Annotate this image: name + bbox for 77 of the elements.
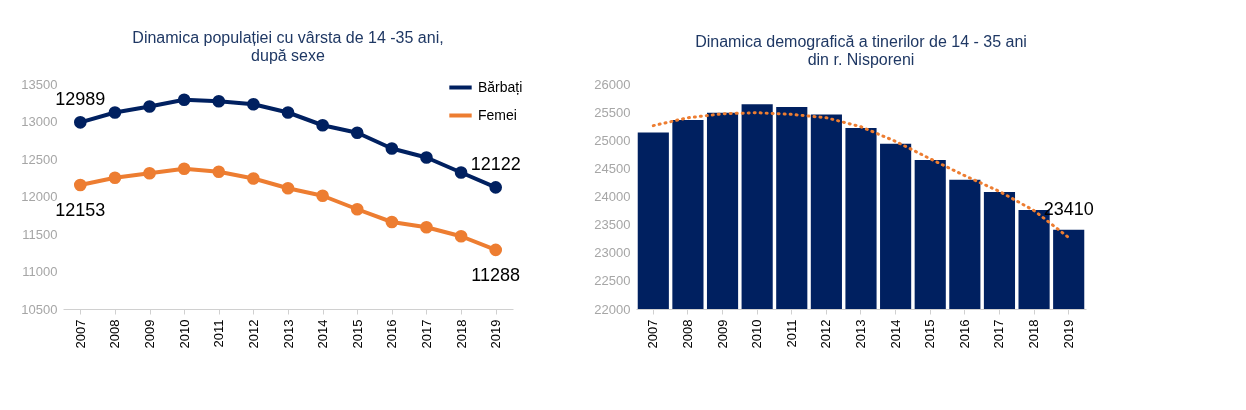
point	[143, 100, 156, 113]
point	[143, 166, 156, 180]
point	[489, 243, 503, 257]
y-tick-label: 13000	[21, 114, 58, 129]
y-tick-label: 23500	[594, 217, 631, 233]
point	[212, 165, 226, 179]
data-label: 12122	[470, 154, 521, 175]
y-tick-label: 25000	[594, 132, 631, 148]
chart-title: Dinamica demografică a tinerilor de 14 - 35 ani din r. Nisporeni	[695, 33, 1027, 68]
x-tick-label: 2016	[956, 319, 972, 349]
data-label: 12989	[55, 89, 106, 110]
x-tick-label: 2017	[991, 319, 1007, 349]
x-tick-label: 2009	[142, 319, 158, 349]
x-tick-label: 2011	[211, 319, 227, 348]
chart-title: Dinamica populației cu vârsta de 14 -35 ani, după sexe	[132, 29, 444, 64]
point	[350, 202, 364, 216]
point	[420, 220, 433, 234]
point	[316, 189, 329, 203]
y-tick-label: 10500	[21, 301, 58, 317]
x-tick-label: 2010	[749, 319, 765, 349]
x-tick-label: 2012	[818, 319, 834, 349]
y-tick-label: 25500	[594, 104, 631, 120]
x-tick-label: 2019	[1060, 319, 1076, 349]
x-tick-label: 2010	[176, 319, 192, 349]
x-tick-label: 2008	[679, 319, 695, 349]
x-tick-label: 2008	[107, 319, 123, 349]
point	[177, 93, 191, 107]
point	[108, 171, 122, 185]
x-tick-label: 2011	[783, 319, 799, 348]
x-tick-label: 2017	[418, 319, 434, 349]
point	[108, 106, 122, 119]
data-label: 11288	[471, 264, 521, 285]
legend-label: Bărbați	[478, 78, 523, 95]
x-tick-label: 2013	[853, 319, 868, 349]
x-tick-label: 2009	[714, 319, 730, 349]
y-tick-label: 12500	[21, 151, 58, 167]
x-tick-label: 2014	[315, 319, 331, 349]
x-tick-label: 2019	[488, 319, 504, 349]
x-tick-label: 2016	[384, 319, 400, 349]
legend-label: Femei	[478, 106, 517, 123]
point	[247, 172, 260, 185]
y-tick-label: 13500	[21, 76, 58, 92]
point	[489, 181, 503, 194]
y-tick-label: 24500	[594, 160, 631, 176]
x-tick-label: 2007	[72, 319, 88, 349]
point	[73, 178, 87, 192]
data-label: 23410	[1043, 198, 1094, 219]
y-tick-label: 11500	[22, 226, 58, 242]
x-tick-label: 2007	[645, 319, 661, 349]
x-tick-label: 2018	[453, 319, 469, 349]
point	[454, 229, 468, 243]
point	[281, 181, 295, 195]
point	[177, 162, 191, 176]
point	[385, 215, 399, 229]
y-tick-label: 22000	[594, 301, 631, 317]
point	[420, 151, 433, 164]
point	[385, 142, 399, 155]
x-tick-label: 2015	[349, 319, 365, 349]
x-tick-label: 2013	[280, 319, 296, 349]
point	[281, 106, 295, 119]
x-tick-label: 2014	[887, 319, 903, 349]
y-tick-label: 26000	[594, 76, 631, 92]
point	[73, 116, 87, 129]
point	[454, 166, 468, 179]
x-tick-label: 2012	[245, 319, 261, 349]
y-tick-label: 12000	[21, 189, 58, 204]
point	[350, 126, 364, 140]
y-tick-label: 11000	[22, 264, 58, 279]
y-tick-label: 22500	[594, 273, 631, 289]
point	[316, 118, 329, 132]
y-tick-label: 24000	[594, 189, 631, 204]
point	[247, 97, 260, 111]
x-tick-label: 2018	[1026, 319, 1042, 349]
y-tick-label: 23000	[594, 245, 631, 261]
data-label: 12153	[55, 200, 106, 221]
point	[212, 94, 226, 108]
x-tick-label: 2015	[922, 319, 938, 349]
